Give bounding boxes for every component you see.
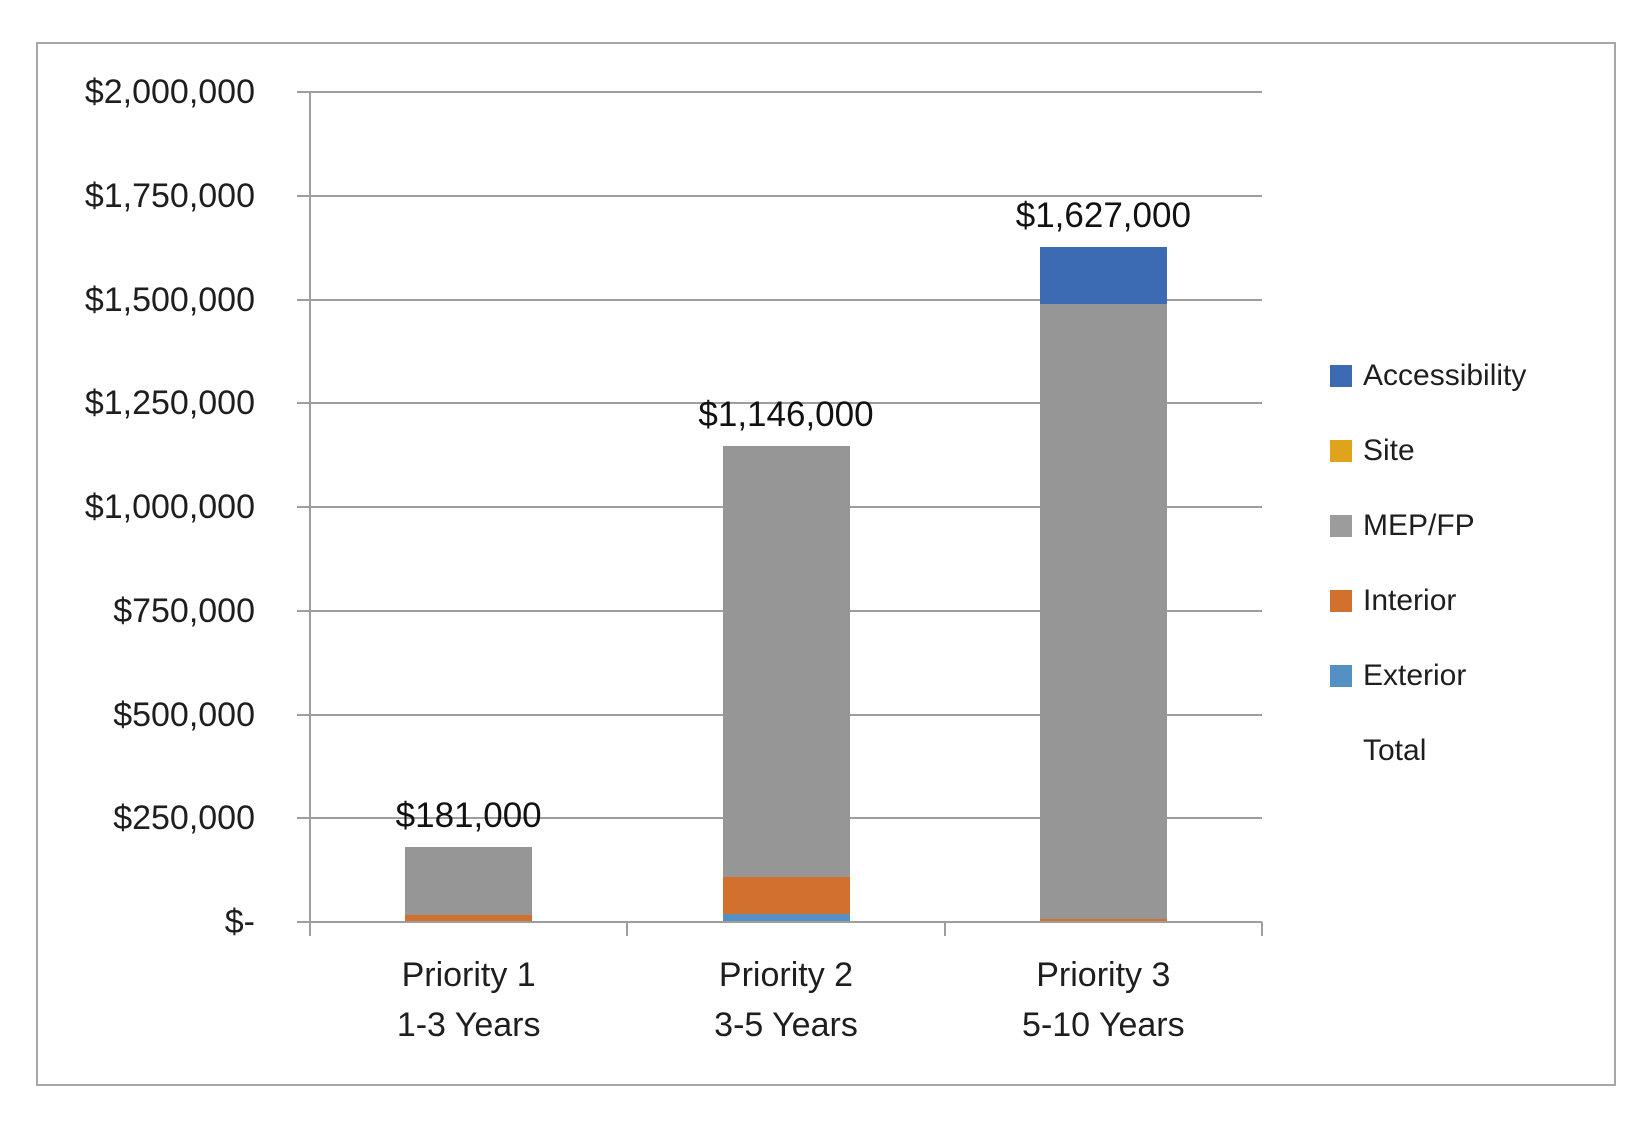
legend-label: Exterior: [1363, 659, 1467, 692]
x-axis-category-label: Priority 3 5-10 Years: [943, 950, 1263, 1050]
legend-item-accessibility: Accessibility: [1330, 358, 1526, 394]
bar-segment-accessibility: [1039, 246, 1167, 305]
x-axis-tick: [1261, 922, 1263, 936]
bar-segment-exterior: [722, 913, 850, 922]
legend-item-site: Site: [1330, 433, 1415, 469]
y-axis-tick: [297, 713, 310, 716]
y-axis-tick: [297, 91, 310, 93]
bar-segment-mepfp: [722, 446, 850, 877]
gridline: [310, 402, 1262, 405]
legend-swatch-icon: [1330, 365, 1352, 387]
y-axis-tick: [297, 609, 310, 612]
legend-item-mepfp: MEP/FP: [1330, 508, 1475, 544]
y-axis-label: $1,750,000: [84, 176, 255, 215]
x-category-line1: Priority 2: [718, 956, 854, 994]
y-axis-label: $1,500,000: [84, 280, 255, 319]
legend-swatch-blank: [1330, 740, 1352, 762]
x-category-line1: Priority 1: [401, 956, 536, 994]
y-axis-label: $-: [224, 903, 255, 941]
legend-label: Accessibility: [1363, 359, 1527, 392]
legend-label: Total: [1363, 734, 1427, 767]
legend-label: Interior: [1363, 584, 1457, 617]
y-axis-label: $1,000,000: [84, 488, 255, 526]
x-category-line2: 3-5 Years: [714, 1006, 858, 1044]
y-axis-line: [309, 92, 311, 922]
x-axis-category-label: Priority 1 1-3 Years: [309, 950, 629, 1050]
chart-frame: $- $250,000 $500,000 $750,000 $1,000,000 $1,2…: [36, 42, 1616, 1086]
y-axis-tick: [297, 194, 310, 197]
legend-swatch-icon: [1330, 665, 1352, 687]
legend-swatch-icon: [1330, 440, 1352, 462]
x-category-line2: 5-10 Years: [1022, 1006, 1185, 1044]
x-category-line1: Priority 3: [1036, 956, 1171, 994]
legend-item-exterior: Exterior: [1330, 658, 1466, 694]
x-axis-line: [310, 921, 1262, 923]
y-axis-label: $250,000: [113, 799, 255, 838]
y-axis-label: $1,250,000: [84, 384, 255, 423]
x-axis-tick: [943, 922, 946, 936]
bar-segment-interior: [405, 915, 533, 922]
bar-segment-mepfp: [405, 846, 533, 916]
bar-total-label: $1,146,000: [698, 395, 874, 435]
legend-swatch-icon: [1330, 515, 1352, 537]
y-axis-label: $750,000: [113, 591, 255, 630]
y-axis-label: $500,000: [113, 695, 255, 734]
x-category-line2: 1-3 Years: [396, 1006, 541, 1044]
x-axis-tick: [626, 922, 629, 936]
legend-label: MEP/FP: [1363, 509, 1475, 542]
y-axis-tick: [297, 921, 310, 923]
legend-item-interior: Interior: [1330, 583, 1456, 619]
legend-swatch-icon: [1330, 590, 1352, 612]
bar-total-label: $1,627,000: [1015, 195, 1191, 235]
x-axis-category-label: Priority 2 3-5 Years: [626, 950, 946, 1050]
legend-label: Site: [1363, 434, 1415, 467]
bar-segment-mepfp: [1039, 304, 1167, 920]
y-axis-label: $2,000,000: [84, 73, 255, 111]
legend-item-total: Total: [1330, 733, 1426, 769]
gridline: [310, 194, 1262, 197]
y-axis-tick: [297, 402, 310, 405]
x-axis-tick: [309, 922, 311, 936]
gridline: [310, 91, 1262, 93]
bar-total-label: $181,000: [395, 795, 542, 835]
gridline: [310, 298, 1262, 301]
bar-segment-interior: [1039, 919, 1167, 922]
y-axis-tick: [297, 506, 310, 508]
bar-segment-interior: [722, 876, 850, 914]
y-axis-tick: [297, 298, 310, 301]
y-axis-tick: [297, 817, 310, 820]
